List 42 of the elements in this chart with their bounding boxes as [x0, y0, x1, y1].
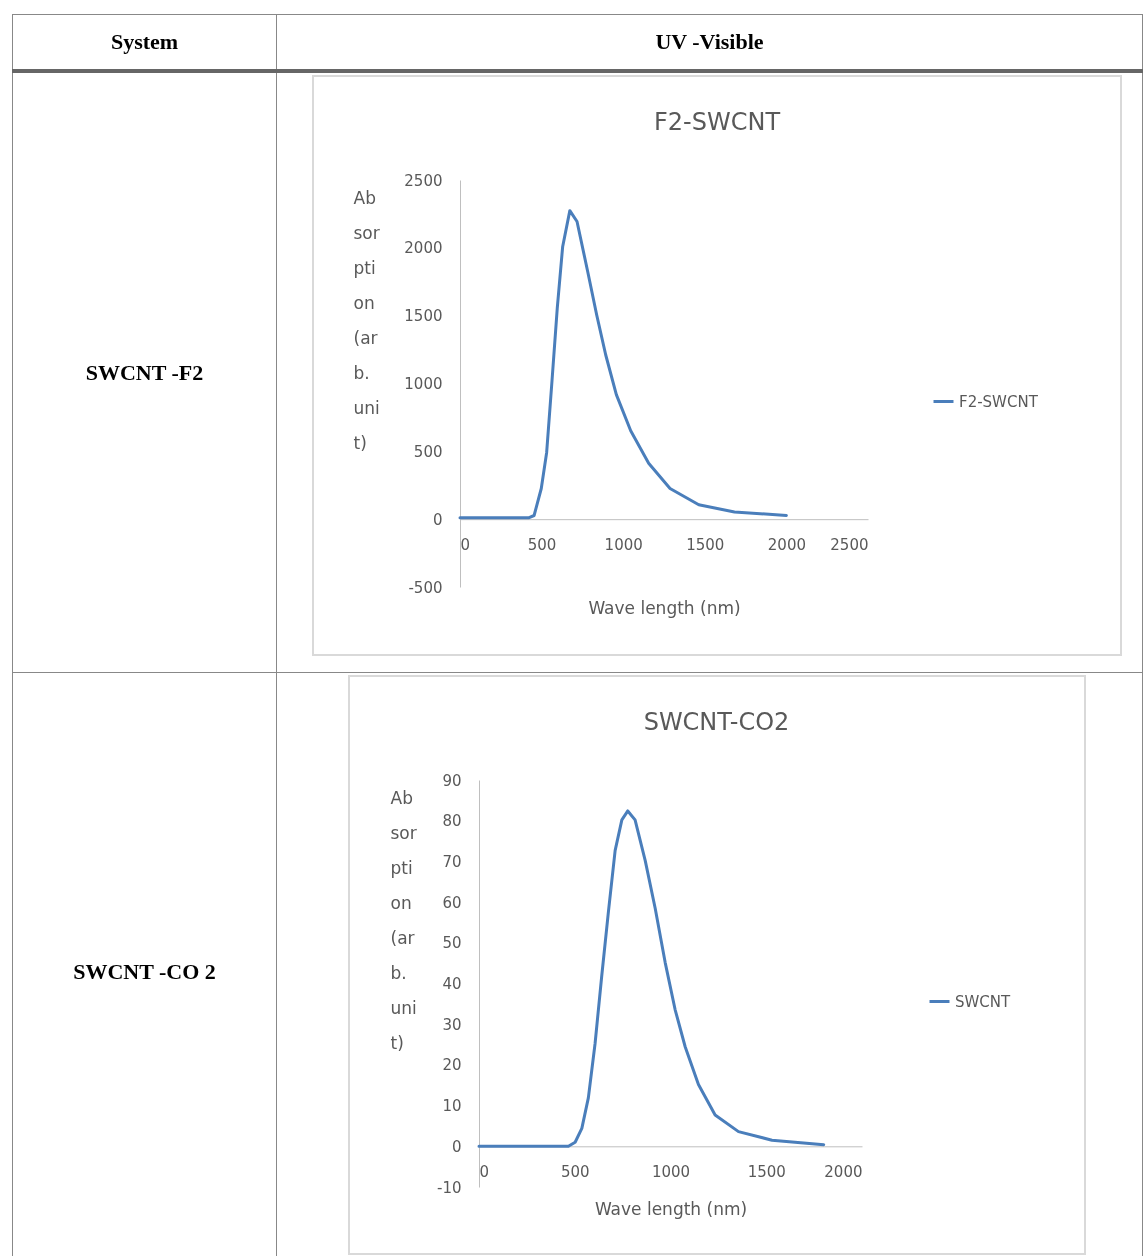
x-axis-title: Wave length (nm)	[594, 1198, 748, 1219]
line-series	[458, 209, 788, 520]
x-tick-label: 500	[527, 535, 557, 554]
x-tick-label: 1500	[747, 1162, 786, 1181]
y-tick-label: 80	[442, 812, 462, 831]
legend-label: SWCNT	[955, 992, 1012, 1011]
x-tick-label: 1000	[651, 1162, 691, 1181]
text: SWCNT -F2	[12, 71, 277, 673]
y-axis-title: Absorption (arb. unit)	[353, 187, 380, 453]
x-tick-label: 2000	[767, 535, 806, 554]
x-tick-label: 0	[479, 1162, 490, 1181]
y-tick-label: 1000	[404, 375, 443, 393]
chart-title: SWCNT-CO2	[643, 708, 790, 736]
y-tick-label: 1500	[404, 307, 443, 326]
y-axis-title: Absorption (arb. unit)	[390, 787, 417, 1053]
text: UV -Visible	[276, 14, 1143, 71]
y-tick-label: 500	[413, 442, 443, 461]
line-series	[477, 809, 826, 1148]
x-tick-label: 2500	[830, 535, 869, 554]
y-tick-label: 50	[442, 934, 462, 953]
y-tick-label: 90	[442, 771, 462, 790]
y-tick-label: 10	[442, 1097, 462, 1116]
y-tick-label: -10	[437, 1178, 462, 1197]
y-tick-label: 0	[432, 510, 443, 529]
legend-label: F2-SWCNT	[959, 392, 1039, 411]
y-tick-label: 2500	[404, 171, 443, 190]
y-tick-label: 20	[442, 1056, 462, 1075]
y-tick-label: -500	[408, 578, 443, 597]
x-tick-label: 2000	[824, 1162, 863, 1181]
text: SWCNT -CO 2	[12, 672, 277, 1256]
x-tick-label: 1500	[686, 535, 725, 554]
x-axis-title: Wave length (nm)	[588, 598, 741, 619]
text: System	[12, 14, 277, 71]
x-tick-label: 500	[560, 1162, 590, 1181]
chart-title: F2-SWCNT	[653, 108, 781, 136]
y-tick-label: 30	[442, 1015, 462, 1034]
y-tick-label: 40	[442, 975, 462, 993]
y-tick-label: 60	[442, 893, 462, 912]
x-tick-label: 1000	[604, 535, 643, 554]
y-tick-label: 0	[451, 1137, 462, 1156]
y-tick-label: 70	[442, 852, 462, 871]
y-tick-label: 2000	[404, 239, 443, 258]
